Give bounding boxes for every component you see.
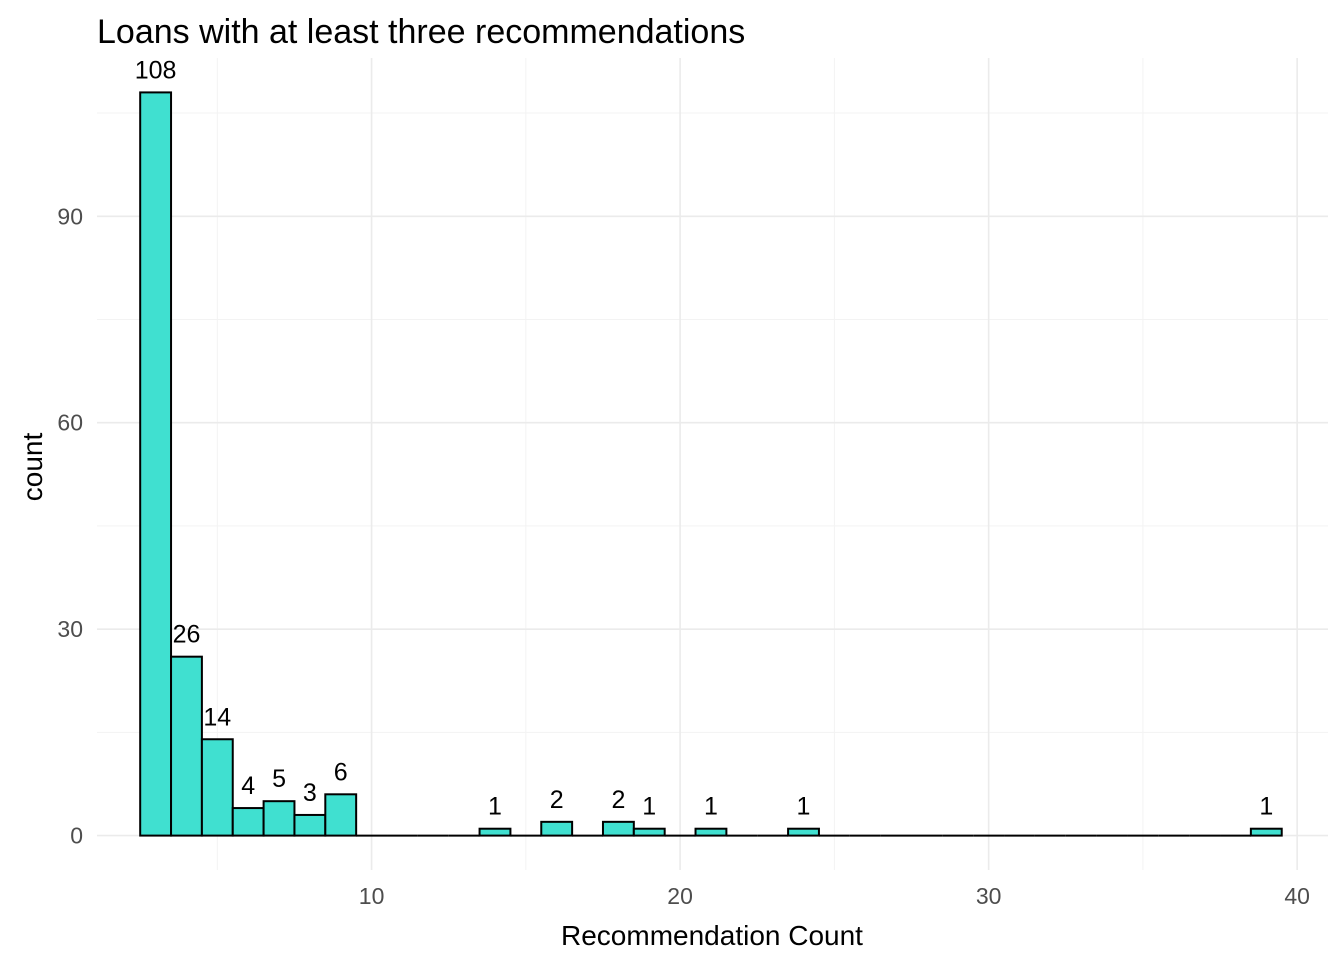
- y-tick-label: 90: [57, 203, 83, 229]
- histogram-bar: [324, 793, 358, 837]
- histogram-bar: [632, 827, 666, 837]
- histogram-bar: [293, 813, 327, 837]
- x-tick-label: 40: [1284, 883, 1310, 909]
- bar-count-label: 1: [488, 793, 502, 821]
- grid-lines: [97, 58, 1328, 870]
- y-tick-label: 30: [57, 616, 83, 642]
- axis-tick-labels: 10 20 30 40 0 30 60 90: [57, 203, 1310, 909]
- histogram-bar: [540, 820, 574, 837]
- x-axis-title: Recommendation Count: [561, 920, 863, 951]
- bar-count-label: 14: [203, 703, 231, 731]
- x-tick-label: 30: [976, 883, 1002, 909]
- chart-title: Loans with at least three recommendation…: [97, 13, 745, 51]
- bar-count-label: 1: [1259, 793, 1273, 821]
- bar-count-label: 3: [303, 779, 317, 807]
- histogram-bar: [231, 807, 265, 837]
- bar-count-label: 2: [611, 786, 625, 814]
- bar-count-label: 108: [135, 56, 177, 84]
- bar-count-label: 2: [550, 786, 564, 814]
- histogram-bar: [200, 738, 234, 837]
- histogram-bar: [601, 820, 635, 837]
- bar-count-label: 26: [173, 621, 201, 649]
- histogram-bar: [787, 827, 820, 837]
- bar-count-label: 6: [334, 758, 348, 786]
- bar-count-label: 1: [797, 793, 811, 821]
- histogram-bar: [478, 827, 512, 837]
- x-tick-label: 20: [667, 883, 693, 909]
- histogram-bar: [170, 655, 203, 837]
- histogram-bar: [694, 827, 728, 837]
- histogram-bar: [139, 91, 173, 837]
- bar-count-label: 5: [272, 765, 286, 793]
- histogram-bar: [262, 800, 296, 837]
- bar-count-label: 1: [642, 793, 656, 821]
- y-tick-label: 60: [57, 410, 83, 436]
- y-axis-title: count: [17, 433, 48, 502]
- y-tick-label: 0: [70, 823, 83, 849]
- histogram-bar: [1249, 827, 1283, 837]
- histogram-bars: [139, 91, 1283, 837]
- bar-count-label: 4: [241, 772, 255, 800]
- bar-count-label: 1: [704, 793, 718, 821]
- x-tick-label: 10: [359, 883, 385, 909]
